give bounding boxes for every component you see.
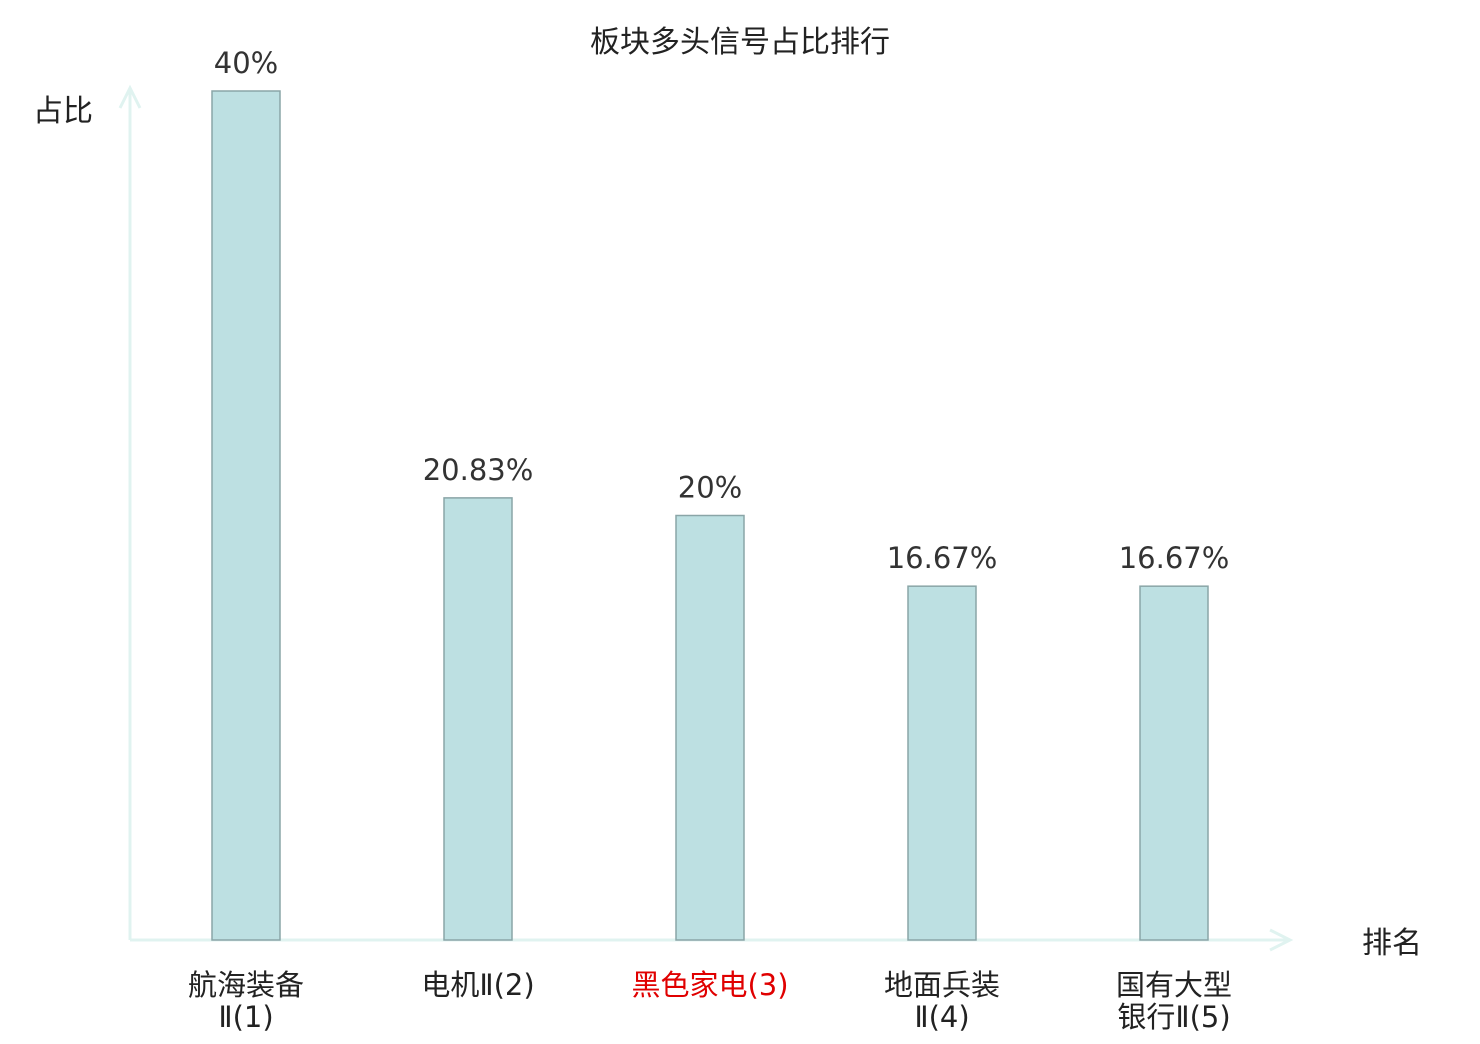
bar-value-label: 16.67% bbox=[1119, 541, 1230, 575]
bar-value-label: 40% bbox=[214, 46, 278, 80]
bars-group bbox=[211, 90, 1209, 941]
bar-value-label: 16.67% bbox=[887, 541, 998, 575]
bar bbox=[211, 90, 281, 941]
value-labels-group: 40% 20.83% 20% 16.67% 16.67% bbox=[214, 46, 1230, 575]
x-tick-label: 黑色家电(3) bbox=[631, 968, 788, 1002]
bar bbox=[1139, 585, 1209, 941]
x-tick-label: 地面兵装 bbox=[884, 968, 1000, 1002]
bar bbox=[675, 514, 745, 941]
bar bbox=[443, 497, 513, 941]
x-axis-label: 排名 bbox=[1362, 926, 1422, 961]
chart-title: 板块多头信号占比排行 bbox=[590, 25, 890, 60]
bar-value-label: 20.83% bbox=[423, 453, 534, 487]
x-tick-label: 国有大型 bbox=[1116, 968, 1232, 1002]
x-tick-label: 银行Ⅱ(5) bbox=[1117, 1000, 1230, 1034]
bar-value-label: 20% bbox=[678, 471, 742, 505]
y-axis-arrow bbox=[118, 84, 142, 109]
bar bbox=[907, 585, 977, 941]
x-tick-label: Ⅱ(4) bbox=[914, 1000, 969, 1034]
x-tick-label: 航海装备 bbox=[188, 968, 304, 1002]
x-axis-arrow bbox=[1269, 928, 1294, 952]
x-tick-label: 电机Ⅱ(2) bbox=[421, 968, 534, 1002]
y-axis-label: 占比 bbox=[33, 94, 93, 129]
x-tick-label: Ⅱ(1) bbox=[218, 1000, 273, 1034]
